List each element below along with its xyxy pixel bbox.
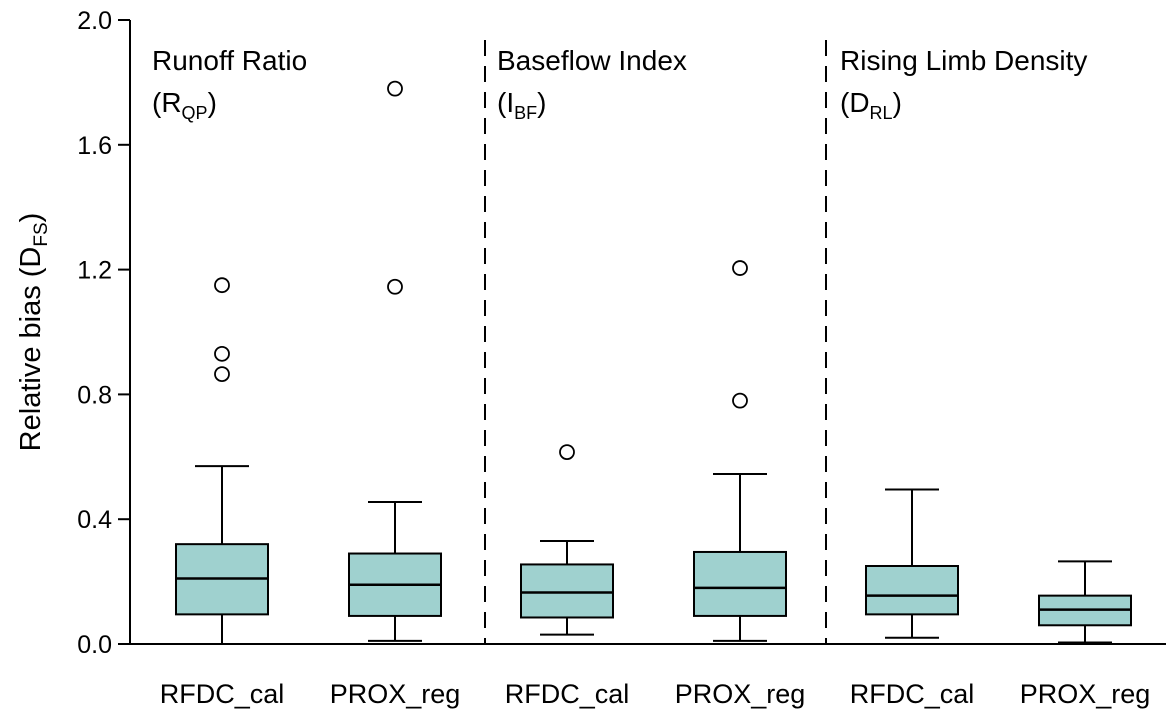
panel-symbol: (DRL)	[840, 87, 902, 123]
box-prox_reg	[348, 80, 442, 642]
outlier-point	[214, 366, 230, 383]
x-tick-label: PROX_reg	[330, 679, 461, 709]
x-tick-labels: RFDC_cal PROX_reg RFDC_cal PROX_reg RFDC_cal…	[160, 679, 1151, 709]
y-axis-title-text: Relative bias (DFS)	[15, 213, 52, 452]
outlier-point	[559, 444, 575, 461]
panel-title: Rising Limb Density	[840, 45, 1087, 76]
y-axis-title: Relative bias (DFS)	[15, 213, 52, 452]
x-tick-label: RFDC_cal	[160, 679, 285, 709]
y-tick-label: 0.0	[77, 631, 112, 659]
box-rfdc_cal	[520, 444, 614, 636]
panel-title: Baseflow Index	[497, 45, 687, 76]
y-tick-label: 1.2	[77, 257, 112, 285]
y-tick-label: 0.4	[77, 506, 112, 534]
x-tick-label: PROX_reg	[1020, 679, 1151, 709]
box-rfdc_cal	[175, 277, 269, 645]
box-prox_reg	[1038, 560, 1132, 644]
box-prox_reg	[693, 260, 787, 642]
y-ticks: 0.0 0.4 0.8 1.2 1.6 2.0	[77, 7, 130, 659]
outlier-point	[732, 260, 748, 276]
box-iqr	[865, 565, 959, 616]
axes	[129, 20, 1166, 645]
y-tick-label: 2.0	[77, 7, 112, 35]
outlier-point	[387, 80, 403, 97]
y-tick-label: 0.8	[77, 381, 112, 409]
box-rfdc_cal	[865, 488, 959, 639]
panel-symbol: (IBF)	[497, 87, 546, 123]
outlier-point	[214, 277, 230, 294]
x-tick-label: RFDC_cal	[505, 679, 630, 709]
panel-dividers	[484, 40, 827, 644]
y-tick-label: 1.6	[77, 132, 112, 160]
panel-symbol: (RQP)	[152, 87, 217, 123]
panel-title: Runoff Ratio	[152, 45, 307, 76]
box-iqr	[520, 563, 614, 619]
boxes	[175, 80, 1132, 645]
box-iqr	[693, 550, 787, 617]
panels: Runoff Ratio (RQP) Baseflow Index (IBF) Risi…	[152, 45, 1087, 123]
x-tick-label: RFDC_cal	[850, 679, 975, 709]
x-tick-label: PROX_reg	[675, 679, 806, 709]
outlier-point	[214, 345, 230, 362]
outlier-point	[732, 392, 748, 409]
outlier-point	[387, 278, 403, 295]
